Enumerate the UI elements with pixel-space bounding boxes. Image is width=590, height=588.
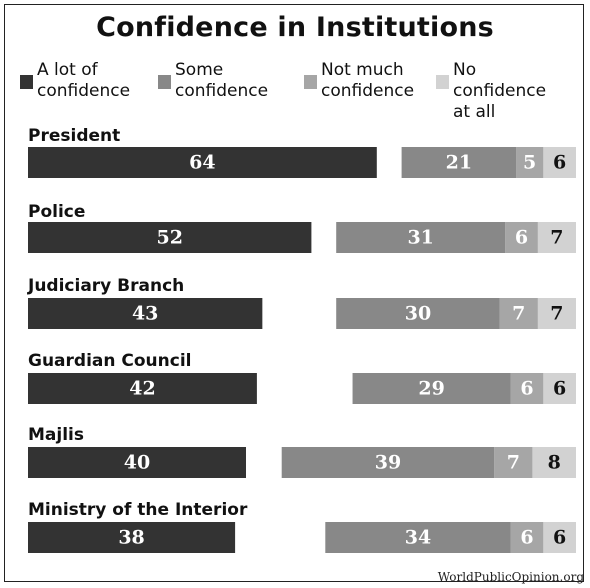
bar-police-a-lot [28,222,312,253]
bar-guardian-council-no-confidence [543,373,576,404]
source-credit: WorldPublicOpinion.org [437,570,584,584]
category-label-police: Police [28,202,86,222]
value-label-president-some: 21 [446,152,472,174]
value-label-guardian-council-not-much: 6 [520,378,533,400]
value-label-president-not-much: 5 [523,152,536,174]
bar-judiciary-not-much [499,298,538,329]
value-label-police-no-confidence: 7 [550,227,563,249]
legend-label-a-lot: A lot of confidence [37,60,131,101]
value-label-president-a-lot: 64 [189,152,215,174]
value-label-majlis-some: 39 [375,452,401,474]
bar-guardian-council-some [352,373,511,404]
value-label-guardian-council-a-lot: 42 [129,378,155,400]
value-label-majlis-no-confidence: 8 [548,452,561,474]
bar-ministry-a-lot [28,522,236,553]
bar-president-a-lot [28,147,377,178]
bar-majlis-some [281,447,495,478]
bar-police-some [336,222,506,253]
value-label-police-not-much: 6 [515,227,528,249]
bar-majlis-not-much [494,447,533,478]
value-label-president-no-confidence: 6 [553,152,566,174]
bar-president-not-much [516,147,544,178]
value-label-judiciary-some: 30 [405,303,431,325]
legend-swatch-some [158,75,171,89]
bar-judiciary-a-lot [28,298,263,329]
legend-label-some: Some confidence [175,60,269,101]
value-label-ministry-no-confidence: 6 [553,527,566,549]
value-label-ministry-some: 34 [405,527,431,549]
value-label-majlis-a-lot: 40 [124,452,150,474]
category-label-president: President [28,126,121,146]
value-label-judiciary-a-lot: 43 [132,303,158,325]
bar-judiciary-no-confidence [537,298,576,329]
bar-ministry-no-confidence [543,522,576,553]
value-label-police-a-lot: 52 [156,227,182,249]
category-label-guardian-council: Guardian Council [28,351,192,371]
legend-label-no-confidence: No confidence at all [453,60,547,122]
legend-label-not-much: Not much confidence [321,60,415,101]
value-label-majlis-not-much: 7 [507,452,520,474]
bar-police-no-confidence [537,222,576,253]
bar-police-not-much [505,222,538,253]
bar-guardian-council-not-much [510,373,544,404]
bar-majlis-a-lot [28,447,246,478]
value-label-judiciary-no-confidence: 7 [550,303,563,325]
bar-ministry-some [325,522,511,553]
bar-judiciary-some [336,298,500,329]
category-label-majlis: Majlis [28,425,84,445]
bar-ministry-not-much [510,522,544,553]
bar-guardian-council-a-lot [28,373,257,404]
value-label-guardian-council-no-confidence: 6 [553,378,566,400]
value-label-judiciary-not-much: 7 [512,303,525,325]
legend-swatch-not-much [304,75,317,89]
bar-majlis-no-confidence [532,447,576,478]
category-label-ministry: Ministry of the Interior [28,500,248,520]
chart-frame [4,4,584,582]
legend-swatch-no-confidence [436,75,449,89]
bar-president-no-confidence [543,147,576,178]
value-label-guardian-council-some: 29 [418,378,444,400]
category-label-judiciary: Judiciary Branch [28,276,185,296]
chart-title: Confidence in Institutions [96,12,494,43]
value-label-police-some: 31 [407,227,433,249]
bar-president-some [401,147,517,178]
legend-swatch-a-lot [20,75,33,89]
value-label-ministry-a-lot: 38 [118,527,144,549]
value-label-ministry-not-much: 6 [520,527,533,549]
